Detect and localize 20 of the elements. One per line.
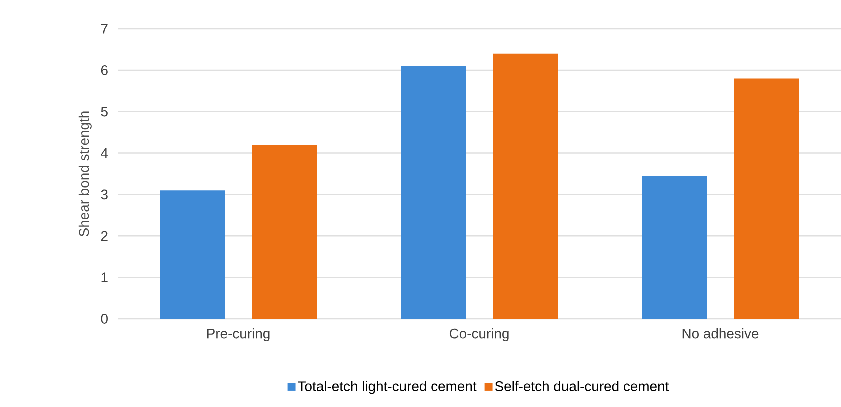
- bar: [401, 66, 466, 319]
- x-tick-label: Co-curing: [450, 328, 509, 342]
- y-tick-label: 6: [101, 65, 108, 76]
- bar: [160, 190, 226, 319]
- y-tick-label: 2: [101, 231, 108, 242]
- y-tick-label: 7: [101, 24, 108, 34]
- bar: [252, 145, 318, 319]
- x-tick-label: No adhesive: [682, 328, 759, 339]
- bar: [642, 176, 708, 319]
- y-axis-title: Shear bond strength: [78, 112, 92, 237]
- legend-label: Self-etch dual-cured cement: [495, 381, 670, 392]
- y-tick-label: 3: [101, 190, 108, 200]
- y-tick-label: 0: [101, 314, 108, 324]
- y-tick-label: 5: [101, 106, 108, 117]
- y-tick-label: 4: [101, 148, 108, 158]
- y-tick-label: 1: [102, 272, 108, 282]
- bar: [493, 54, 558, 319]
- x-tick-label: Pre-curing: [207, 328, 270, 342]
- bar: [734, 78, 800, 319]
- legend-label: Total-etch light-cured cement: [298, 381, 477, 394]
